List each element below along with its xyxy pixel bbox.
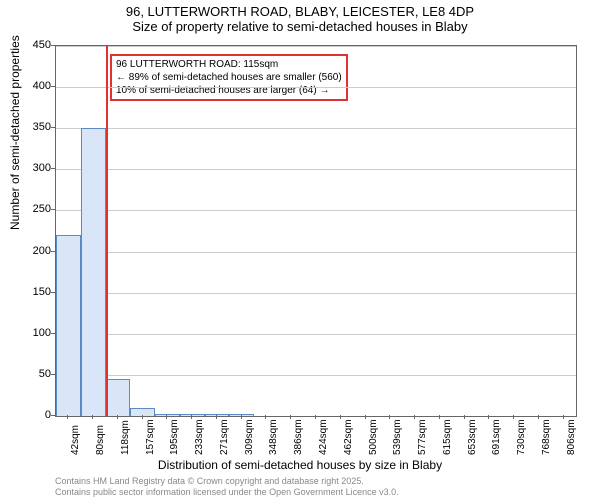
x-tick-mark [488, 415, 489, 419]
y-tick-label: 450 [21, 39, 51, 51]
x-tick-mark [67, 415, 68, 419]
x-tick-mark [563, 415, 564, 419]
x-tick-label: 118sqm [120, 420, 131, 455]
x-tick-label: 500sqm [368, 419, 379, 455]
y-tick-label: 50 [21, 368, 51, 380]
x-tick-label: 424sqm [318, 419, 329, 455]
x-tick-label: 157sqm [145, 419, 156, 455]
x-tick-mark [166, 415, 167, 419]
x-tick-mark [265, 415, 266, 419]
histogram-bar [130, 408, 155, 416]
gridline [56, 293, 576, 294]
y-tick-mark [51, 292, 55, 293]
x-tick-mark [513, 415, 514, 419]
x-tick-label: 691sqm [491, 419, 502, 455]
x-tick-label: 730sqm [516, 419, 527, 455]
y-tick-label: 400 [21, 80, 51, 92]
y-tick-mark [51, 251, 55, 252]
gridline [56, 210, 576, 211]
x-axis-label: Distribution of semi-detached houses by … [0, 458, 600, 472]
x-tick-mark [414, 415, 415, 419]
x-tick-mark [538, 415, 539, 419]
x-tick-mark [464, 415, 465, 419]
x-tick-label: 768sqm [541, 419, 552, 455]
y-tick-mark [51, 45, 55, 46]
histogram-bar [106, 379, 131, 416]
histogram-bar [205, 414, 230, 416]
x-tick-mark [117, 415, 118, 419]
x-tick-mark [389, 415, 390, 419]
footer-line-1: Contains HM Land Registry data © Crown c… [55, 476, 399, 487]
y-tick-mark [51, 374, 55, 375]
gridline [56, 252, 576, 253]
x-tick-label: 271sqm [219, 419, 230, 455]
histogram-bar [229, 414, 254, 416]
marker-callout-box: 96 LUTTERWORTH ROAD: 115sqm ← 89% of sem… [110, 54, 348, 101]
x-tick-mark [92, 415, 93, 419]
x-tick-label: 195sqm [169, 419, 180, 455]
histogram-bar [56, 235, 81, 416]
footer-attribution: Contains HM Land Registry data © Crown c… [55, 476, 399, 498]
x-tick-label: 233sqm [194, 419, 205, 455]
x-tick-label: 462sqm [343, 419, 354, 455]
callout-line-1: 96 LUTTERWORTH ROAD: 115sqm [116, 58, 342, 71]
x-tick-mark [191, 415, 192, 419]
gridline [56, 169, 576, 170]
x-tick-mark [241, 415, 242, 419]
x-tick-mark [315, 415, 316, 419]
y-tick-mark [51, 333, 55, 334]
chart-container: 96, LUTTERWORTH ROAD, BLABY, LEICESTER, … [0, 0, 600, 500]
property-marker-line [106, 46, 108, 416]
title-block: 96, LUTTERWORTH ROAD, BLABY, LEICESTER, … [0, 0, 600, 34]
histogram-bar [155, 414, 180, 416]
footer-line-2: Contains public sector information licen… [55, 487, 399, 498]
y-tick-label: 0 [21, 409, 51, 421]
x-tick-label: 539sqm [392, 419, 403, 455]
title-line-2: Size of property relative to semi-detach… [0, 19, 600, 34]
y-tick-mark [51, 86, 55, 87]
x-tick-mark [439, 415, 440, 419]
y-tick-label: 200 [21, 245, 51, 257]
x-tick-label: 577sqm [417, 419, 428, 455]
x-tick-label: 653sqm [467, 419, 478, 455]
x-tick-mark [340, 415, 341, 419]
y-axis-label: Number of semi-detached properties [8, 35, 22, 230]
gridline [56, 334, 576, 335]
gridline [56, 375, 576, 376]
x-tick-mark [365, 415, 366, 419]
y-tick-mark [51, 209, 55, 210]
y-tick-label: 350 [21, 121, 51, 133]
y-tick-mark [51, 415, 55, 416]
x-tick-label: 348sqm [268, 419, 279, 455]
chart-plot-area: 96 LUTTERWORTH ROAD: 115sqm ← 89% of sem… [55, 45, 577, 417]
x-tick-label: 806sqm [566, 419, 577, 455]
callout-line-3: 10% of semi-detached houses are larger (… [116, 84, 342, 97]
callout-line-2: ← 89% of semi-detached houses are smalle… [116, 71, 342, 84]
title-line-1: 96, LUTTERWORTH ROAD, BLABY, LEICESTER, … [0, 4, 600, 19]
y-tick-mark [51, 127, 55, 128]
x-tick-mark [142, 415, 143, 419]
histogram-bar [81, 128, 106, 416]
x-tick-mark [216, 415, 217, 419]
x-tick-label: 615sqm [442, 419, 453, 455]
x-tick-label: 309sqm [244, 419, 255, 455]
y-tick-label: 250 [21, 203, 51, 215]
y-tick-label: 300 [21, 162, 51, 174]
y-tick-label: 150 [21, 286, 51, 298]
y-tick-mark [51, 168, 55, 169]
x-tick-label: 80sqm [95, 425, 106, 455]
gridline [56, 87, 576, 88]
gridline [56, 128, 576, 129]
y-tick-label: 100 [21, 327, 51, 339]
x-tick-label: 42sqm [70, 425, 81, 455]
x-tick-label: 386sqm [293, 419, 304, 455]
gridline [56, 46, 576, 47]
x-tick-mark [290, 415, 291, 419]
